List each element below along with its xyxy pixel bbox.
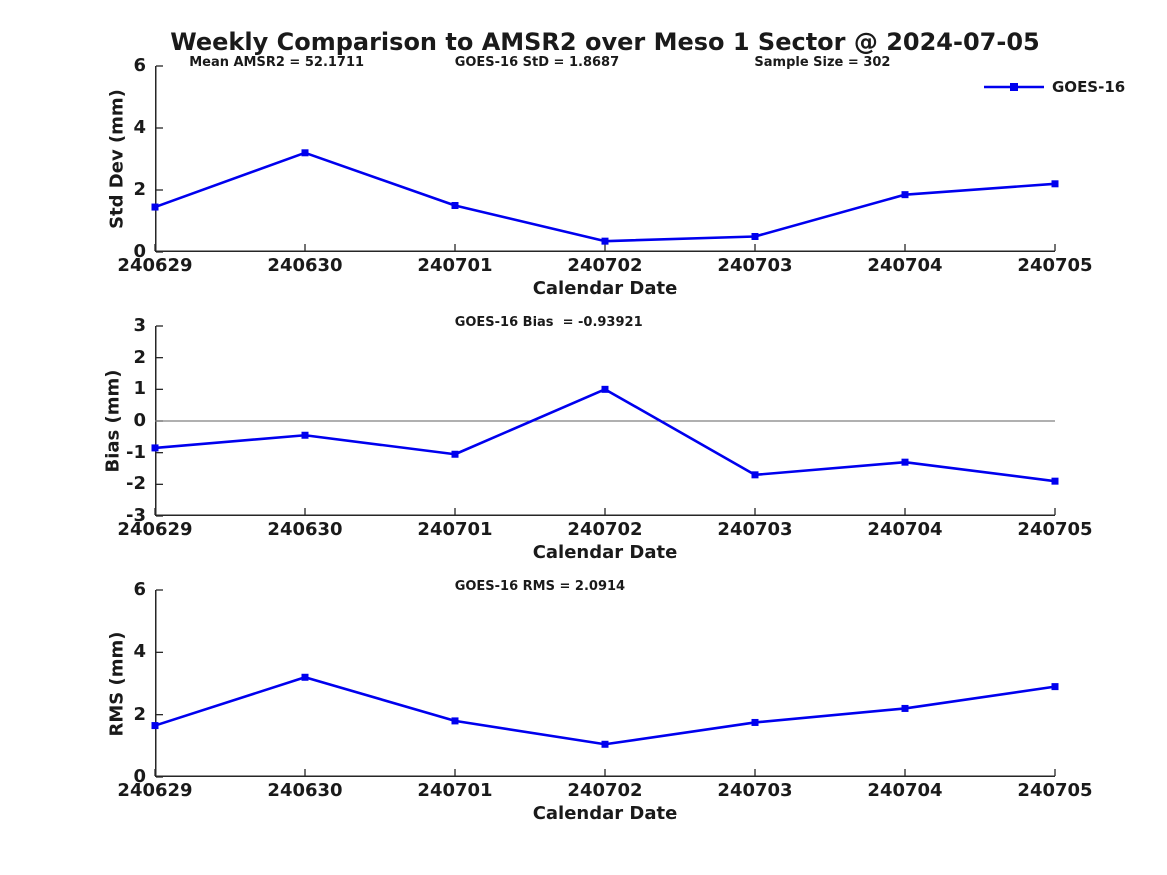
y-tick-label: 2 bbox=[133, 179, 146, 200]
data-point-marker bbox=[901, 704, 909, 712]
rms-subplot: RMS (mm) GOES-16 RMS = 2.0914 Calendar D… bbox=[107, 579, 1093, 824]
data-point-marker bbox=[751, 233, 759, 240]
rms-y-axis-label: RMS (mm) bbox=[106, 631, 128, 736]
bias-x-axis-label: Calendar Date bbox=[532, 542, 678, 563]
annotation-mean-amsr2: Mean AMSR2 = 52.1711 bbox=[189, 55, 365, 70]
series-line bbox=[154, 675, 1056, 746]
x-tick-label: 240703 bbox=[717, 519, 793, 540]
axis-frame bbox=[155, 66, 1055, 252]
stddev-x-axis-label: Calendar Date bbox=[532, 278, 678, 299]
x-tick-label: 240630 bbox=[267, 519, 343, 540]
annotation-goes16-rms: GOES-16 RMS = 2.0914 bbox=[454, 579, 626, 594]
x-tick-label: 240701 bbox=[417, 255, 493, 276]
y-tick-label: -3 bbox=[126, 505, 146, 526]
x-tick-label: 240702 bbox=[567, 780, 643, 801]
y-tick-label: 0 bbox=[133, 766, 146, 787]
legend-marker-sample bbox=[1010, 83, 1018, 91]
legend: GOES-16 bbox=[983, 78, 1125, 96]
x-tick-label: 240629 bbox=[117, 519, 193, 540]
data-point-marker bbox=[301, 431, 309, 439]
data-point-marker bbox=[751, 471, 759, 479]
y-tick-label: 2 bbox=[133, 346, 146, 368]
y-tick-label: 0 bbox=[133, 241, 146, 262]
data-point-marker bbox=[601, 385, 609, 393]
data-point-marker bbox=[301, 149, 309, 157]
x-tick-label: 240702 bbox=[567, 255, 643, 276]
x-tick-label: 240701 bbox=[417, 780, 493, 801]
plot-canvas bbox=[151, 65, 1059, 253]
x-tick-label: 240704 bbox=[867, 780, 943, 801]
data-point-marker bbox=[451, 202, 459, 209]
y-tick-label: 4 bbox=[133, 641, 146, 663]
y-tick-label: 3 bbox=[133, 315, 146, 336]
y-tick-label: 1 bbox=[133, 378, 146, 400]
series-line bbox=[154, 388, 1056, 483]
data-point-marker bbox=[151, 444, 159, 452]
plot-canvas bbox=[151, 589, 1059, 778]
y-tick-label: 4 bbox=[133, 117, 146, 138]
annotation-sample-size: Sample Size = 302 bbox=[754, 55, 891, 70]
y-tick-label: 2 bbox=[133, 703, 146, 725]
axis-frame bbox=[155, 590, 1055, 777]
x-tick-label: 240703 bbox=[717, 780, 793, 801]
data-point-marker bbox=[151, 203, 159, 211]
legend-swatch bbox=[984, 83, 1044, 91]
y-tick-label: -1 bbox=[126, 441, 146, 463]
data-point-marker bbox=[901, 458, 909, 466]
x-tick-label: 240702 bbox=[567, 519, 643, 540]
y-tick-label: 6 bbox=[133, 55, 146, 76]
x-tick-label: 240705 bbox=[1017, 255, 1093, 276]
data-point-marker bbox=[751, 718, 759, 726]
x-tick-label: 240705 bbox=[1017, 519, 1093, 540]
axis-frame bbox=[155, 326, 1055, 516]
data-point-marker bbox=[901, 191, 909, 199]
stddev-subplot: Std Dev (mm) Mean AMSR2 = 52.1711 GOES-1… bbox=[107, 55, 1093, 299]
x-tick-label: 240704 bbox=[867, 519, 943, 540]
data-point-marker bbox=[1051, 477, 1059, 485]
data-point-marker bbox=[151, 722, 159, 730]
annotation-goes16-std: GOES-16 StD = 1.8687 bbox=[454, 55, 620, 70]
data-point-marker bbox=[301, 673, 309, 681]
x-tick-label: 240703 bbox=[717, 255, 793, 276]
x-tick-label: 240704 bbox=[867, 255, 943, 276]
plot-canvas bbox=[151, 325, 1059, 517]
data-point-marker bbox=[1051, 683, 1059, 691]
page-title: Weekly Comparison to AMSR2 over Meso 1 S… bbox=[170, 28, 1040, 56]
data-point-marker bbox=[1051, 180, 1059, 188]
x-tick-label: 240629 bbox=[117, 780, 193, 801]
bias-subplot: Bias (mm) GOES-16 Bias = -0.93921 Calend… bbox=[103, 315, 1093, 563]
x-tick-label: 240630 bbox=[267, 780, 343, 801]
data-point-marker bbox=[601, 237, 609, 245]
x-tick-label: 240629 bbox=[117, 255, 193, 276]
x-tick-label: 240630 bbox=[267, 255, 343, 276]
stddev-y-axis-label: Std Dev (mm) bbox=[106, 89, 128, 229]
data-point-marker bbox=[451, 450, 459, 458]
x-tick-label: 240705 bbox=[1017, 780, 1093, 801]
x-tick-label: 240701 bbox=[417, 519, 493, 540]
legend-label: GOES-16 bbox=[1052, 78, 1126, 96]
rms-x-axis-label: Calendar Date bbox=[532, 803, 678, 824]
y-tick-label: 6 bbox=[133, 579, 146, 600]
bias-y-axis-label: Bias (mm) bbox=[102, 369, 124, 473]
series-line bbox=[154, 151, 1056, 243]
annotation-goes16-bias: GOES-16 Bias = -0.93921 bbox=[454, 315, 643, 330]
y-tick-label: 0 bbox=[133, 410, 146, 431]
data-point-marker bbox=[451, 717, 459, 725]
y-tick-label: -2 bbox=[126, 473, 146, 495]
data-point-marker bbox=[601, 740, 609, 748]
